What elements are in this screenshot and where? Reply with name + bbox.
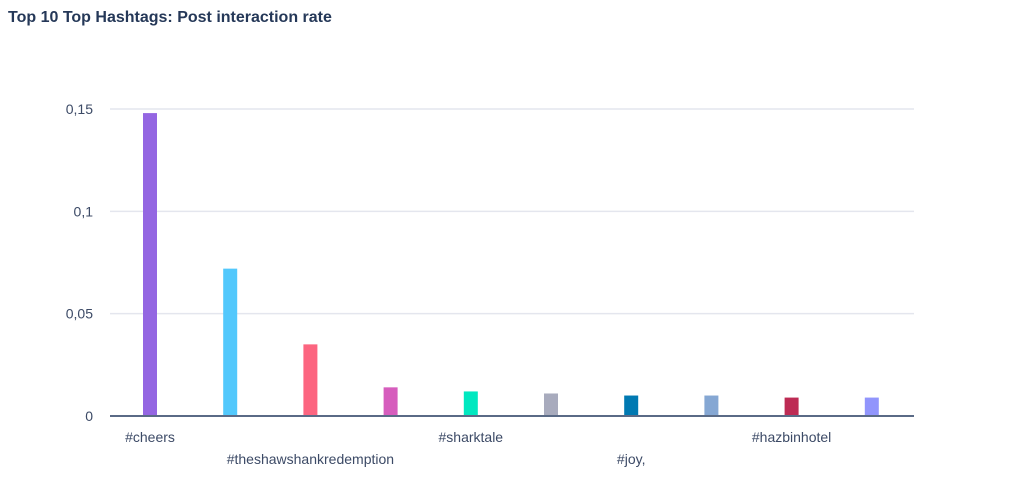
bar bbox=[864, 397, 879, 416]
bar bbox=[303, 344, 318, 416]
y-tick-label: 0 bbox=[85, 408, 93, 424]
bar bbox=[223, 268, 238, 416]
bar bbox=[544, 393, 558, 416]
bar bbox=[624, 395, 639, 416]
x-tick-label: #hazbinhotel bbox=[752, 429, 831, 445]
bar bbox=[383, 387, 398, 416]
x-tick-label: #theshawshankredemption bbox=[227, 451, 394, 467]
bar bbox=[143, 113, 157, 417]
x-tick-label: #joy, bbox=[617, 451, 646, 467]
y-tick-label: 0,1 bbox=[74, 203, 94, 219]
chart-title: Top 10 Top Hashtags: Post interaction ra… bbox=[8, 9, 332, 26]
y-tick-label: 0,05 bbox=[66, 306, 93, 322]
bar bbox=[784, 397, 799, 416]
y-tick-label: 0,15 bbox=[66, 101, 93, 117]
x-tick-label: #cheers bbox=[125, 429, 175, 445]
x-tick-label: #sharktale bbox=[439, 429, 504, 445]
bar bbox=[463, 391, 478, 416]
bar bbox=[704, 395, 719, 416]
